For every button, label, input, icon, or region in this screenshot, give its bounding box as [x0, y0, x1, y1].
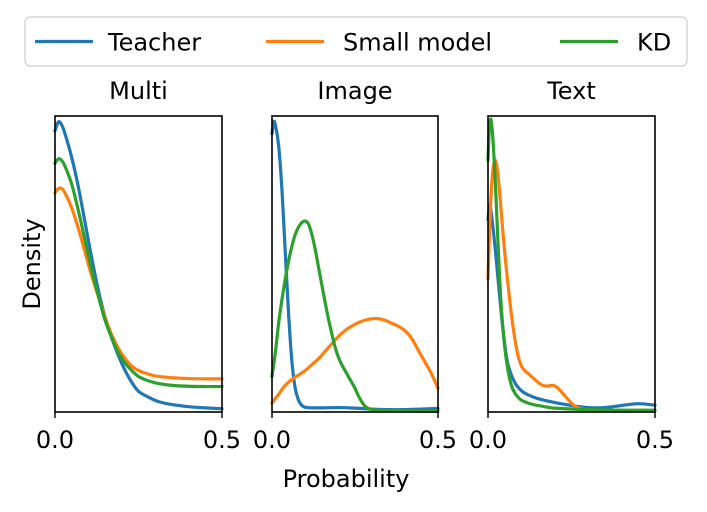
- legend-label-small-model: Small model: [343, 29, 492, 57]
- axes-frame-multi: [54, 115, 223, 413]
- legend: Teacher Small model KD: [24, 16, 688, 67]
- x-tick-label-multi-0: 0.0: [36, 426, 74, 454]
- panel-title-multi: Multi: [109, 77, 168, 105]
- series-line-multi-kd: [53, 157, 224, 389]
- panel-text: Text 0.0 0.5: [469, 77, 674, 454]
- plot-area-image: [270, 119, 440, 413]
- series-line-multi-teacher: [53, 120, 224, 411]
- plot-area-multi: [53, 120, 224, 411]
- x-tick-label-image-1: 0.5: [419, 426, 457, 454]
- panel-title-text: Text: [546, 77, 596, 105]
- x-tick-label-text-0: 0.0: [469, 426, 507, 454]
- panel-title-image: Image: [317, 77, 392, 105]
- axes-frame-image: [271, 115, 439, 413]
- plot-area-text: [486, 117, 657, 413]
- panel-image: Image 0.0 0.5: [253, 77, 457, 454]
- x-tick-label-text-1: 0.5: [636, 426, 674, 454]
- series-line-image-kd: [270, 219, 440, 413]
- x-tick-label-image-0: 0.0: [253, 426, 291, 454]
- panel-multi: Multi 0.0 0.5: [36, 77, 241, 454]
- legend-label-teacher: Teacher: [107, 29, 201, 57]
- series-line-image-teacher: [270, 119, 440, 412]
- x-tick-label-multi-1: 0.5: [203, 426, 241, 454]
- y-axis-label: Density: [18, 218, 46, 309]
- series-line-text-small-model: [486, 158, 657, 413]
- series-line-image-small-model: [270, 316, 440, 405]
- series-line-text-kd: [486, 117, 657, 412]
- legend-frame: [24, 16, 688, 67]
- series-line-text-teacher: [486, 203, 657, 410]
- x-axis-label: Probability: [283, 465, 410, 493]
- axes-frame-text: [487, 115, 656, 413]
- legend-label-kd: KD: [637, 29, 671, 57]
